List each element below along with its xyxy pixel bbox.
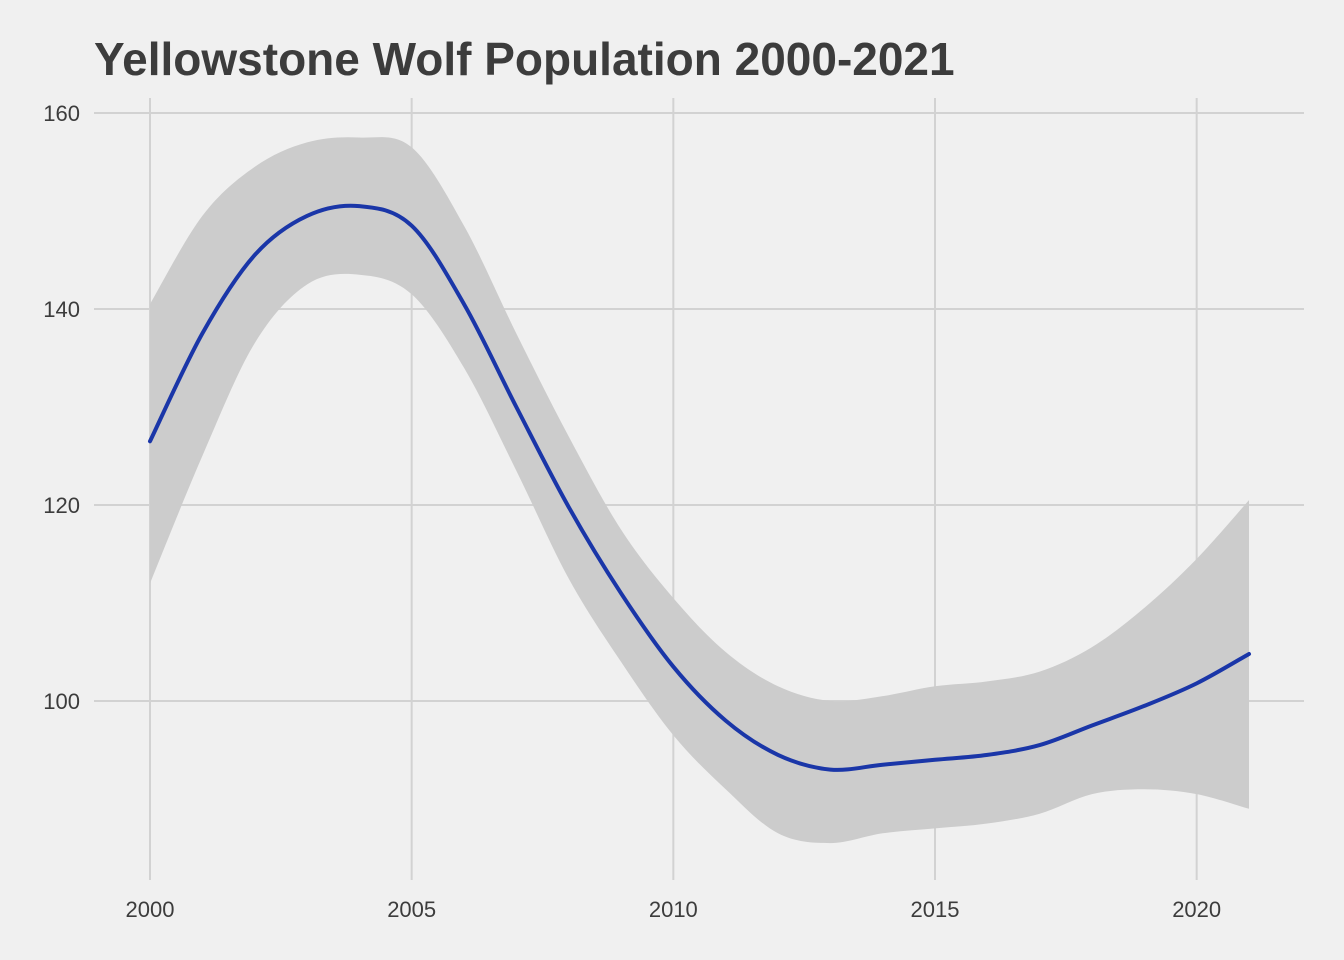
trend-line-layer [148, 203, 1251, 772]
x-tick-label: 2015 [911, 897, 960, 922]
confidence-ribbon-layer [150, 137, 1249, 844]
y-tick-label: 120 [43, 493, 80, 518]
axis-tick-labels: 100 120 140 160 2000 2005 2010 2015 2020 [43, 101, 1221, 922]
x-tick-label: 2000 [126, 897, 175, 922]
x-tick-label: 2005 [387, 897, 436, 922]
chart-title: Yellowstone Wolf Population 2000-2021 [94, 33, 955, 85]
x-tick-label: 2020 [1172, 897, 1221, 922]
x-tick-label: 2010 [649, 897, 698, 922]
confidence-ribbon [150, 137, 1249, 844]
y-tick-label: 100 [43, 689, 80, 714]
y-tick-label: 140 [43, 297, 80, 322]
trend-line [148, 203, 1251, 772]
y-tick-label: 160 [43, 101, 80, 126]
